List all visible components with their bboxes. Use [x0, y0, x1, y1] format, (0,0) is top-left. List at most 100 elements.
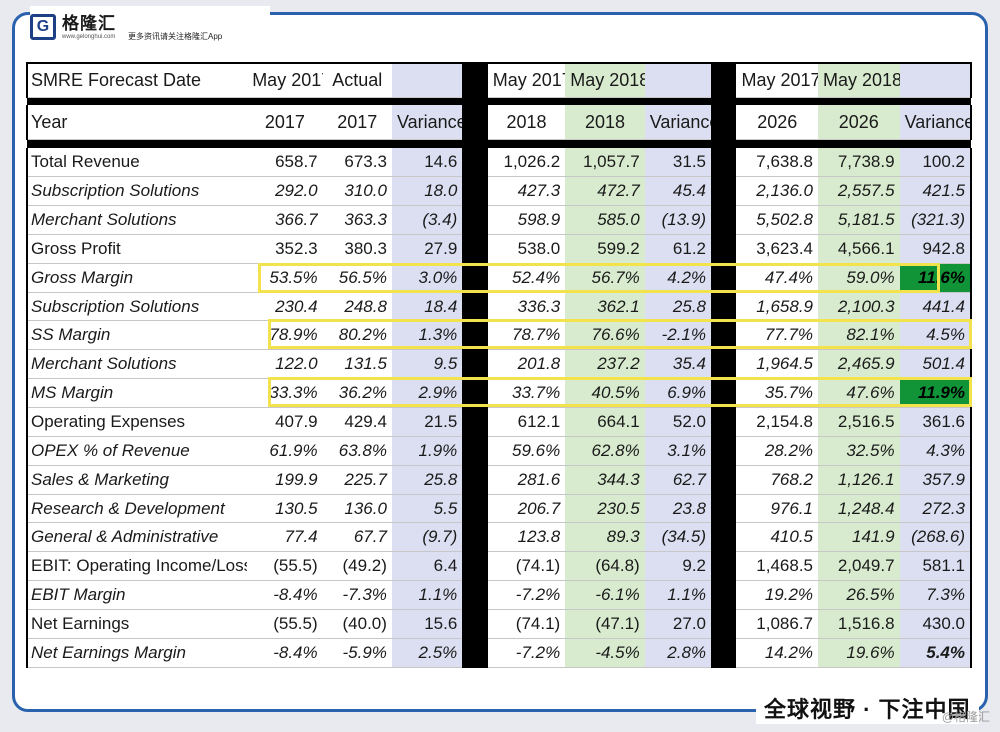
- table-cell: 45.4: [644, 176, 714, 206]
- column-gap: [712, 580, 737, 610]
- table-cell: 130.5: [247, 494, 323, 524]
- header-cell: Variance: [391, 105, 465, 141]
- row-label: Net Earnings Margin: [25, 638, 248, 669]
- row-label: EBIT Margin: [25, 580, 248, 611]
- table-cell: 1,248.4: [818, 494, 900, 524]
- table-cell: 429.4: [322, 407, 392, 437]
- table-cell: 28.2%: [736, 436, 819, 466]
- column-gap: [712, 522, 737, 552]
- row-label: Operating Expenses: [25, 407, 248, 437]
- divider-cell: [644, 97, 713, 106]
- table-cell: 3.0%: [391, 263, 465, 293]
- table-cell: 25.8: [644, 292, 714, 322]
- column-gap: [463, 465, 488, 495]
- table-row: EBIT: Operating Income/Loss (55.5) (49.2) 6…: [25, 551, 973, 582]
- table-cell: 2.8%: [644, 638, 714, 669]
- table-row: Gross Margin 53.5% 56.5% 3.0% 52.4% 56.7% 4.2%…: [25, 263, 973, 293]
- table-cell: 61.9%: [247, 436, 323, 466]
- table-cell: 14.2%: [736, 638, 819, 669]
- table-cell: 4.2%: [644, 263, 714, 293]
- divider-cell: [818, 139, 900, 148]
- column-gap: [712, 609, 737, 639]
- table-cell: (74.1): [487, 551, 566, 582]
- table-cell: 62.8%: [565, 436, 645, 466]
- divider-cell: [712, 139, 737, 148]
- header-cell: 2017: [247, 105, 323, 141]
- table-cell: 18.4: [391, 292, 465, 322]
- header-cell: 2017: [322, 105, 392, 141]
- column-gap: [712, 494, 737, 523]
- table-cell: 612.1: [487, 407, 566, 437]
- row-label: MS Margin: [25, 378, 248, 409]
- table-cell: 2,136.0: [736, 176, 819, 206]
- table-cell: 538.0: [487, 234, 566, 264]
- table-cell: 1.3%: [391, 320, 465, 351]
- column-gap: [712, 465, 737, 495]
- row-label: Net Earnings: [25, 609, 248, 639]
- logo-icon: G: [30, 14, 56, 40]
- header-cell: [899, 61, 973, 98]
- table-cell: 9.5: [391, 349, 465, 380]
- divider-cell: [818, 97, 900, 106]
- divider-cell: [322, 139, 392, 148]
- table-cell: 230.5: [565, 494, 645, 524]
- column-gap: [463, 205, 488, 235]
- header-label: SMRE Forecast Date: [25, 61, 248, 98]
- divider-cell: [899, 97, 971, 106]
- table-cell: 230.4: [247, 292, 323, 322]
- table-cell: 1.1%: [391, 580, 465, 611]
- row-label: Sales & Marketing: [25, 465, 248, 495]
- footer-watermark: @格隆汇: [941, 710, 990, 724]
- table-cell: 362.1: [565, 292, 645, 322]
- table-cell: 199.9: [247, 465, 323, 495]
- table-cell: 664.1: [565, 407, 645, 437]
- table-cell: 1,086.7: [736, 609, 819, 639]
- header-divider: [27, 97, 971, 106]
- table-cell: 7,638.8: [736, 147, 819, 178]
- table-cell: 3,623.4: [736, 234, 819, 264]
- table-cell: 89.3: [565, 522, 645, 553]
- row-label: OPEX % of Revenue: [25, 436, 248, 466]
- column-gap: [463, 522, 488, 552]
- table-cell: (47.1): [565, 609, 645, 639]
- column-gap: [712, 147, 737, 177]
- table-row: SS Margin 78.9% 80.2% 1.3% 78.7% 76.6% -2.1% 77…: [25, 320, 973, 351]
- brand-tagline: 更多资讯请关注格隆汇App: [128, 32, 223, 41]
- header-cell: 2026: [818, 105, 900, 141]
- table-cell: 237.2: [565, 349, 645, 380]
- divider-cell: [463, 97, 488, 106]
- table-cell: 380.3: [322, 234, 392, 264]
- table-cell: 352.3: [247, 234, 323, 264]
- table-cell: 76.6%: [565, 320, 645, 351]
- table-cell: -8.4%: [247, 638, 323, 669]
- table-cell: 123.8: [487, 522, 566, 553]
- table-cell: 2,557.5: [818, 176, 900, 206]
- table-cell: 410.5: [736, 522, 819, 553]
- row-label: Merchant Solutions: [25, 349, 248, 380]
- footer-slogan: 全球视野 · 下注中国: [756, 692, 979, 724]
- table-cell: 585.0: [565, 205, 645, 235]
- table-cell: 1,516.8: [818, 609, 900, 639]
- column-gap: [463, 292, 488, 321]
- table-cell: 599.2: [565, 234, 645, 264]
- column-gap: [463, 580, 488, 610]
- column-gap: [463, 176, 488, 206]
- table-row: Merchant Solutions 122.0 131.5 9.5 201.8 237.…: [25, 349, 973, 380]
- table-cell: 357.9: [899, 465, 973, 495]
- divider-cell: [247, 97, 323, 106]
- table-cell: -7.2%: [487, 580, 566, 611]
- table-cell: 122.0: [247, 349, 323, 380]
- table-cell: 201.8: [487, 349, 566, 380]
- table-cell: 59.6%: [487, 436, 566, 466]
- table-cell: 421.5: [899, 176, 973, 206]
- table-cell: 344.3: [565, 465, 645, 495]
- table-cell: 5.4%: [899, 638, 973, 669]
- brand-url: www.gelonghui.com: [62, 33, 116, 40]
- column-gap: [463, 234, 488, 264]
- table-cell: 19.2%: [736, 580, 819, 611]
- table-cell: 18.0: [391, 176, 465, 206]
- row-label: General & Administrative: [25, 522, 248, 553]
- column-gap: [712, 105, 737, 140]
- table-cell: 80.2%: [322, 320, 392, 351]
